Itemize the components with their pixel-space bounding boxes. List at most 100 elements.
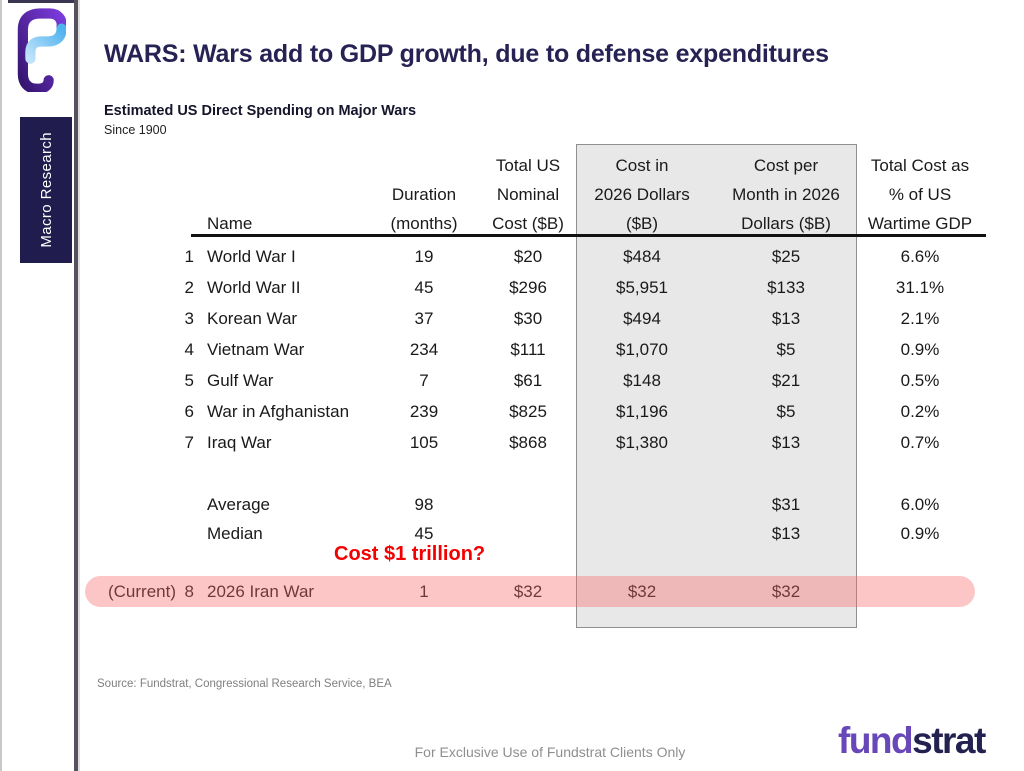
fundstrat-logo-strat: strat: [912, 720, 986, 761]
cell-name: Average: [207, 494, 271, 514]
cell-duration: 19: [414, 246, 434, 266]
cell-name: World War I: [207, 246, 296, 266]
cell-cost_2026: $148: [623, 370, 661, 390]
exhibit-title: Estimated US Direct Spending on Major Wa…: [104, 103, 417, 119]
macro-research-label: Macro Research: [37, 132, 55, 248]
cell-duration: 105: [409, 432, 439, 452]
highlight-2026-columns: [576, 144, 857, 628]
cell-num: 1: [184, 246, 194, 266]
cell-name: War in Afghanistan: [207, 401, 350, 421]
cell-cost_2026: $484: [623, 246, 661, 266]
current-war-row: (Current) 8 2026 Iran War 1 $32 $32 $32: [80, 576, 976, 607]
cell-nominal: $30: [513, 308, 543, 328]
cell-name: Gulf War: [207, 370, 274, 390]
table-header-rule: [191, 234, 986, 237]
cell-cost_month: $21: [771, 370, 801, 390]
cell-name: Median: [207, 523, 263, 543]
cell-duration: 239: [409, 401, 439, 421]
column-header-cost_month: Cost per Month in 2026 Dollars ($B): [732, 156, 840, 233]
cell-cost_2026: $32: [627, 581, 657, 601]
cell-name: Korean War: [207, 308, 298, 328]
fundstrat-logo: fundstrat: [838, 720, 986, 762]
cell-cost_month: $31: [771, 494, 801, 514]
table-header: Name Duration (months) Total US Nominal Cost …: [80, 151, 976, 238]
cell-num: 4: [184, 339, 194, 359]
fundstrat-logo-fund: fund: [838, 720, 914, 761]
cell-num: 5: [184, 370, 194, 390]
slide-left-edge: [0, 0, 2, 771]
cell-cost_month: $13: [771, 432, 801, 452]
cell-cost_month: $5: [776, 339, 796, 359]
cell-duration: 45: [414, 523, 434, 543]
column-header-nominal: Total US Nominal Cost ($B): [492, 156, 564, 233]
table-row: 4 Vietnam War 234 $111 $1,070 $5 0.9%: [80, 334, 976, 365]
cell-duration: 7: [419, 370, 429, 390]
table-row: 2 World War II 45 $296 $5,951 $133 31.1%: [80, 272, 976, 303]
cell-cost_month: $13: [771, 308, 801, 328]
cell-nominal: $111: [510, 339, 546, 359]
cell-nominal: $296: [509, 277, 547, 297]
cell-name: 2026 Iran War: [207, 581, 315, 601]
cell-gdp: 0.2%: [900, 401, 940, 421]
summary-row: Median 45 $13 0.9%: [80, 518, 976, 549]
cell-nominal: $61: [513, 370, 543, 390]
macro-research-tab: Macro Research: [20, 117, 72, 263]
cell-cost_month: $5: [776, 401, 796, 421]
cell-num: 2: [184, 277, 194, 297]
page-title: WARS: Wars add to GDP growth, due to def…: [104, 40, 829, 68]
cell-num: 7: [184, 432, 194, 452]
disclaimer-text: For Exclusive Use of Fundstrat Clients O…: [414, 744, 686, 760]
column-header-duration: Duration (months): [390, 185, 458, 233]
cell-gdp: 0.9%: [900, 339, 940, 359]
sidebar-divider-line: [74, 0, 78, 771]
cell-cost_2026: $1,196: [616, 401, 668, 421]
cell-cost_2026: $494: [623, 308, 661, 328]
cell-duration: 98: [414, 494, 434, 514]
cell-cost_2026: $1,380: [616, 432, 668, 452]
table-row: 5 Gulf War 7 $61 $148 $21 0.5%: [80, 365, 976, 396]
cell-duration: 37: [414, 308, 434, 328]
cell-num: 8: [184, 581, 194, 601]
cell-cost_2026: $1,070: [616, 339, 668, 359]
cell-cost_month: $13: [771, 523, 801, 543]
table-row: 3 Korean War 37 $30 $494 $13 2.1%: [80, 303, 976, 334]
cell-nominal: $32: [513, 581, 543, 601]
table-row: 6 War in Afghanistan 239 $825 $1,196 $5 0.2%: [80, 396, 976, 427]
cell-num: 3: [184, 308, 194, 328]
cell-duration: 234: [409, 339, 439, 359]
cell-nominal: $868: [509, 432, 547, 452]
cell-duration: 45: [414, 277, 434, 297]
cell-nominal: $20: [513, 246, 543, 266]
exhibit-subtitle: Since 1900: [104, 123, 167, 137]
cell-num: 6: [184, 401, 194, 421]
column-header-num: [176, 151, 196, 238]
cell-gdp: 6.0%: [900, 494, 940, 514]
fundstrat-f-icon: [17, 8, 66, 92]
cell-name: World War II: [207, 277, 301, 297]
cell-duration: 1: [419, 581, 429, 601]
column-header-name: Name: [207, 214, 253, 233]
cell-name: Vietnam War: [207, 339, 305, 359]
cell-current: (Current): [107, 581, 176, 601]
cost-annotation: Cost $1 trillion?: [334, 543, 486, 565]
cell-gdp: 0.5%: [900, 370, 940, 390]
cell-cost_month: $25: [771, 246, 801, 266]
table-row: 7 Iraq War 105 $868 $1,380 $13 0.7%: [80, 427, 976, 458]
cell-gdp: 0.7%: [900, 432, 940, 452]
cell-nominal: $825: [509, 401, 547, 421]
cell-name: Iraq War: [207, 432, 272, 452]
column-header-current: [80, 151, 176, 238]
cell-cost_month: $32: [771, 581, 801, 601]
column-header-cost_2026: Cost in 2026 Dollars ($B): [594, 156, 690, 233]
summary-row: Average 98 $31 6.0%: [80, 489, 976, 520]
table-row: 1 World War I 19 $20 $484 $25 6.6%: [80, 241, 976, 272]
cell-gdp: 0.9%: [900, 523, 940, 543]
cell-gdp: 31.1%: [895, 277, 945, 297]
source-note: Source: Fundstrat, Congressional Researc…: [97, 678, 392, 690]
cell-gdp: 2.1%: [900, 308, 940, 328]
column-header-gdp: Total Cost as% of US Wartime GDP: [867, 156, 973, 233]
cell-gdp: 6.6%: [900, 246, 940, 266]
cell-cost_2026: $5,951: [616, 277, 668, 297]
sidebar-divider-shadow: [78, 0, 80, 771]
